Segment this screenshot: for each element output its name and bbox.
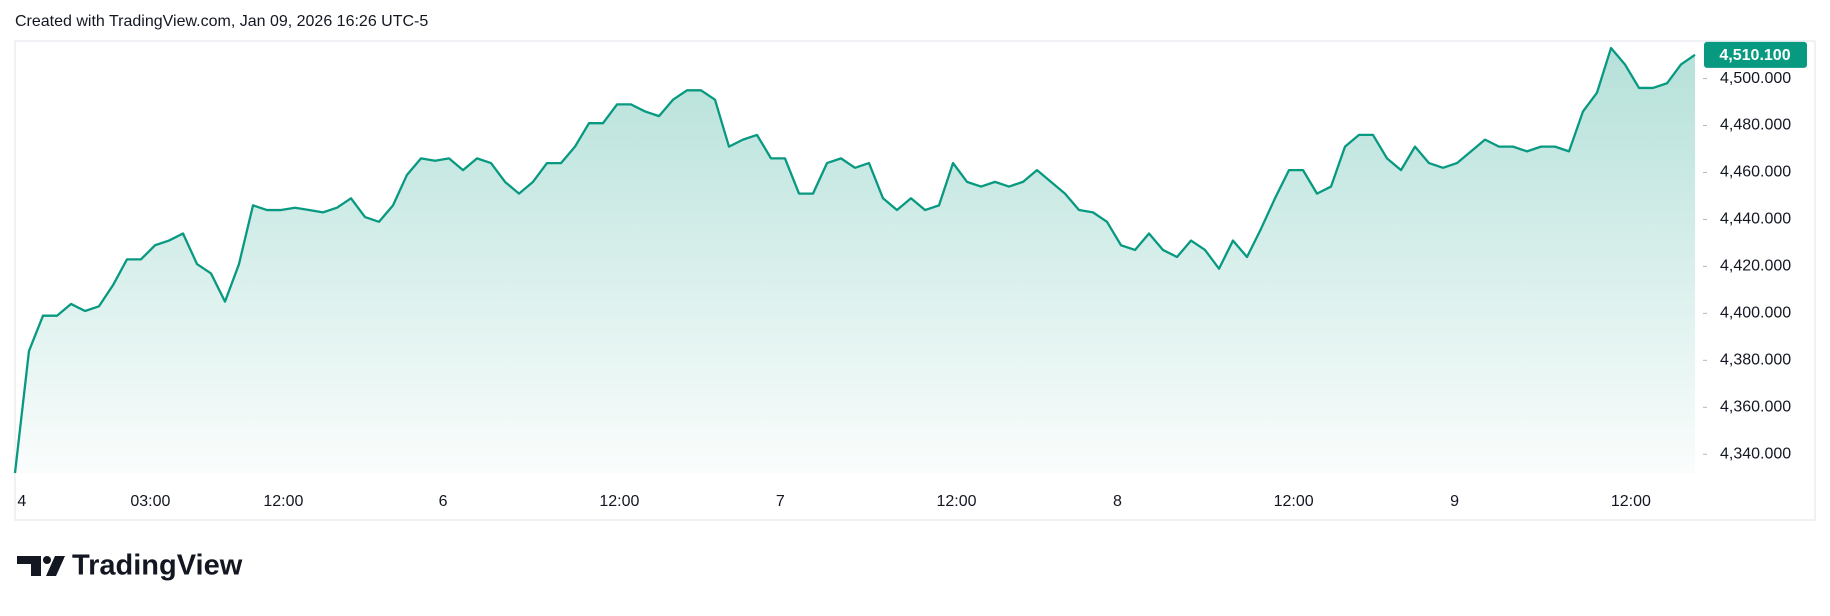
last-price-label: 4,510.100: [1719, 47, 1790, 64]
y-tick-label: 4,400.000: [1720, 305, 1791, 322]
x-tick-label: 12:00: [263, 493, 303, 510]
x-tick-label: 4: [17, 493, 26, 510]
area-fill: [15, 48, 1695, 473]
y-tick-label: 4,440.000: [1720, 211, 1791, 228]
x-tick-label: 12:00: [936, 493, 976, 510]
y-tick-label: 4,380.000: [1720, 352, 1791, 369]
price-line: [13, 46, 1696, 474]
y-tick-label: 4,500.000: [1720, 70, 1791, 87]
brand-logo: TradingView: [17, 550, 243, 582]
y-tick-label: 4,420.000: [1720, 258, 1791, 275]
chart-frame: [14, 40, 1816, 521]
x-tick-label: 9: [1450, 493, 1459, 510]
x-tick-label: 03:00: [130, 493, 170, 510]
x-tick-label: 7: [776, 493, 785, 510]
y-tick-label: 4,340.000: [1720, 445, 1791, 462]
y-tick-label: 4,360.000: [1720, 398, 1791, 415]
x-tick-label: 6: [439, 493, 448, 510]
logo-mark: [17, 556, 41, 576]
brand-name: TradingView: [72, 550, 243, 582]
last-price-box: [1704, 41, 1807, 68]
header-text: Created with TradingView.com, Jan 09, 20…: [15, 13, 428, 30]
y-tick-label: 4,480.000: [1720, 117, 1791, 134]
x-tick-label: 12:00: [1611, 493, 1651, 510]
y-tick-label: 4,460.000: [1720, 164, 1791, 181]
logo-mark: [43, 556, 51, 564]
x-tick-label: 12:00: [1274, 493, 1314, 510]
x-tick-label: 8: [1113, 493, 1122, 510]
logo-mark: [46, 556, 65, 576]
x-tick-label: 12:00: [599, 493, 639, 510]
